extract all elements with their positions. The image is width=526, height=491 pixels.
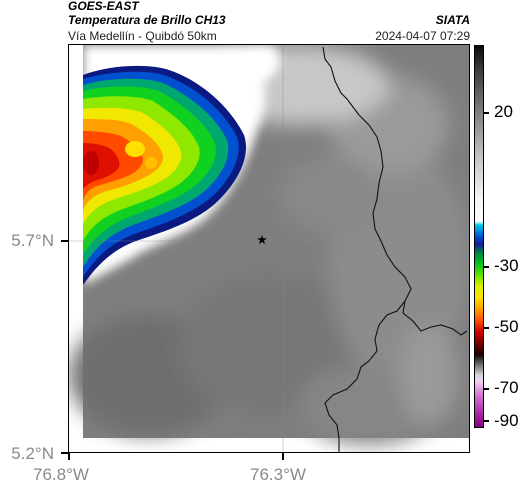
lat-tick-label: 5.7°N <box>11 231 54 250</box>
lat-tick-label: 5.2°N <box>11 444 54 463</box>
boundary-line <box>324 300 406 452</box>
star-icon <box>257 235 267 244</box>
boundary-line <box>322 46 468 336</box>
lat-tick-mark <box>61 240 68 242</box>
temperature-colorbar <box>474 45 484 428</box>
region-subtitle: Vía Medellín - Quibdó 50km <box>68 29 217 43</box>
satellite-map <box>69 45 469 452</box>
colorbar-label: -50 <box>494 317 519 336</box>
colorbar-label: -90 <box>494 411 519 430</box>
colorbar-tick <box>484 112 489 114</box>
colorbar-tick <box>484 388 489 390</box>
colorbar-tick <box>484 266 489 268</box>
timestamp-label: 2024-04-07 07:29 <box>375 29 470 43</box>
lon-tick-label: 76.8°W <box>33 465 89 484</box>
colorbar-label: -70 <box>494 378 519 397</box>
product-title: Temperatura de Brillo CH13 <box>68 13 226 27</box>
colorbar-label: 20 <box>494 102 513 121</box>
map-panel[interactable] <box>68 44 470 453</box>
lat-tick-mark <box>61 452 68 454</box>
convective-cloud <box>83 65 247 285</box>
lon-tick-label: 76.3°W <box>250 465 306 484</box>
colorbar-label: -30 <box>494 256 519 275</box>
lon-tick-mark <box>282 453 284 460</box>
source-label: SIATA <box>435 13 470 27</box>
satellite-title: GOES-EAST <box>68 0 139 13</box>
colorbar-tick <box>484 327 489 329</box>
lon-tick-mark <box>68 453 70 460</box>
colorbar-tick <box>484 420 489 422</box>
